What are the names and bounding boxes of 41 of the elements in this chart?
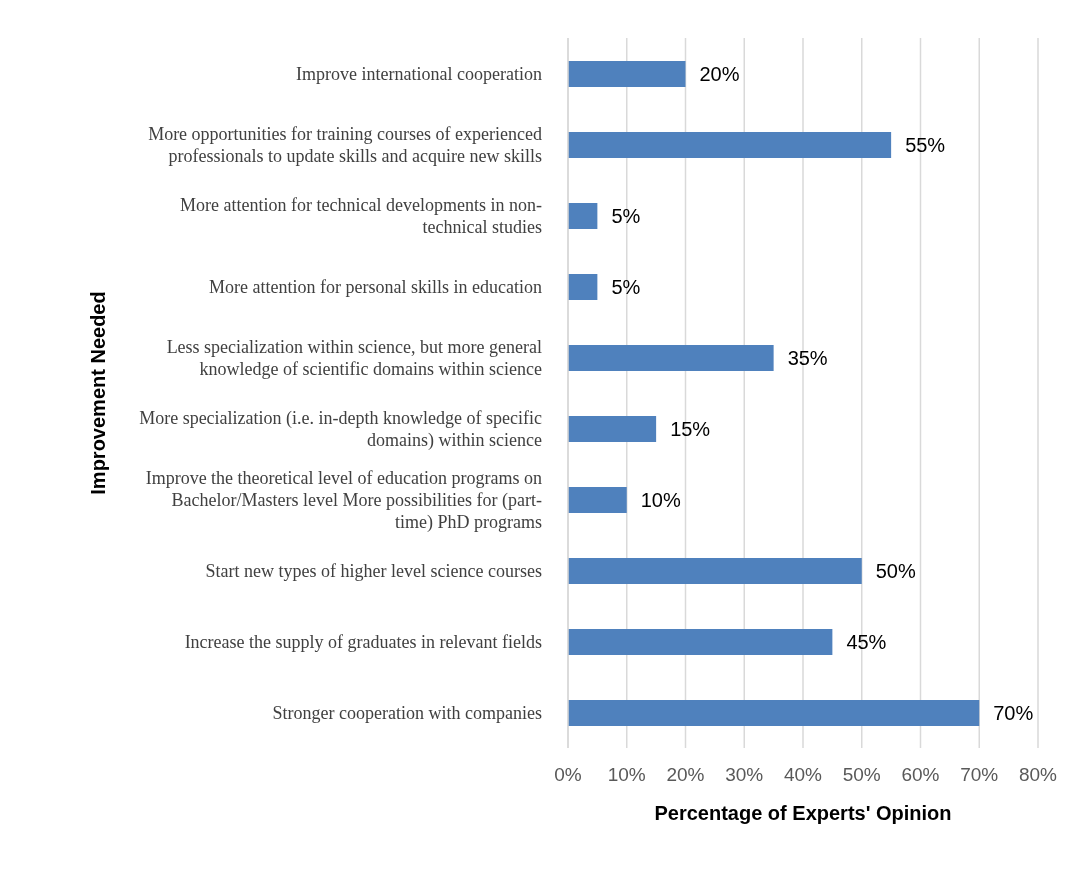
data-label: 5%	[611, 276, 641, 299]
x-axis-title: Percentage of Experts' Opinion	[654, 802, 952, 824]
x-tick-label: 80%	[1018, 764, 1058, 786]
data-label: 70%	[993, 702, 1034, 725]
x-tick-label: 0%	[554, 764, 582, 786]
bar	[568, 416, 657, 442]
x-tick-label: 30%	[725, 764, 764, 786]
y-tick-label: More attention for technical developments in non-technical studies	[180, 194, 542, 237]
y-tick-label: Improve the theoretical level of education programs on Bachelor/Masters level More possibilities for (part-time) PhD programs	[145, 467, 542, 533]
y-tick-label: More specialization (i.e. in-depth knowledge of specific domains) within science	[139, 407, 543, 451]
x-tick-label: 70%	[960, 764, 999, 786]
data-label: 15%	[670, 418, 711, 441]
data-label: 5%	[611, 205, 641, 228]
y-tick-label: Improve international cooperation	[296, 63, 542, 84]
x-tick-label: 40%	[783, 764, 823, 786]
x-tick-label: 20%	[666, 764, 705, 786]
y-tick-label: Stronger cooperation with companies	[272, 702, 542, 723]
data-label: 55%	[905, 134, 946, 157]
data-label: 35%	[787, 347, 828, 370]
bar	[568, 487, 627, 513]
bar	[568, 558, 862, 584]
bar	[568, 203, 598, 229]
bar	[568, 274, 598, 300]
data-label: 20%	[699, 63, 740, 86]
y-tick-label: Increase the supply of graduates in relevant fields	[184, 631, 542, 652]
bar	[568, 132, 892, 158]
y-tick-label: Start new types of higher level science courses	[205, 560, 542, 581]
data-label: 50%	[875, 560, 916, 583]
bar	[568, 345, 774, 371]
data-label: 45%	[846, 631, 887, 654]
x-tick-label: 10%	[607, 764, 646, 786]
x-tick-label: 60%	[901, 764, 940, 786]
bar	[568, 700, 980, 726]
bar	[568, 61, 686, 87]
y-tick-label: Less specialization within science, but more general knowledge of scientific domains within science	[166, 336, 543, 379]
y-tick-label: More attention for personal skills in education	[209, 276, 542, 297]
bar	[568, 629, 833, 655]
y-tick-label: More opportunities for training courses of experienced professionals to update skills and acquire new skills	[148, 123, 542, 166]
x-tick-label: 50%	[842, 764, 881, 786]
data-label: 10%	[640, 489, 681, 512]
y-axis-title: Improvement Needed	[87, 291, 110, 495]
